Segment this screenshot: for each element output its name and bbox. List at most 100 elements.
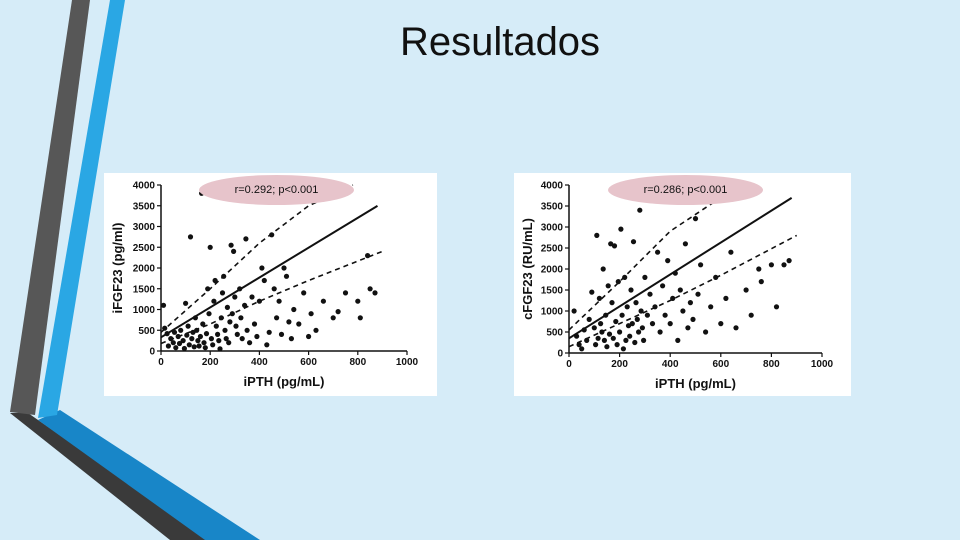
x-tick-label: 600 — [300, 357, 317, 368]
data-point — [286, 319, 292, 325]
x-tick-label: 200 — [202, 357, 219, 368]
data-point — [173, 345, 179, 351]
x-tick-label: 800 — [763, 359, 780, 370]
data-point — [652, 304, 658, 310]
data-point — [644, 312, 650, 318]
chart-panel-right: 0 200 400 600 800 1000 0 500 1000 1500 2000 2500 300… — [514, 173, 851, 396]
data-point — [355, 298, 361, 304]
data-point — [680, 308, 686, 314]
data-point — [276, 298, 282, 304]
data-point — [604, 344, 610, 350]
data-point — [291, 306, 297, 313]
data-point — [288, 336, 294, 342]
y-tick-label: 2500 — [541, 244, 564, 255]
x-tick-label: 1000 — [396, 357, 419, 368]
data-point — [718, 321, 724, 327]
data-point — [256, 298, 262, 304]
data-point — [606, 331, 613, 337]
data-point — [365, 253, 371, 259]
data-point — [649, 321, 656, 327]
gray-stripe-bottom — [10, 413, 210, 540]
data-point — [594, 232, 600, 238]
data-point — [758, 279, 764, 285]
data-point — [200, 321, 206, 327]
data-point — [672, 270, 678, 276]
data-point — [210, 342, 216, 348]
data-point — [571, 308, 577, 314]
data-point — [178, 327, 184, 333]
data-point — [301, 290, 307, 296]
x-tick-label: 800 — [349, 357, 366, 368]
data-point — [629, 321, 635, 327]
scatter-chart-cfgf23: 0 200 400 600 800 1000 0 500 1000 1500 2000 2500 300… — [520, 181, 834, 392]
correlation-annotation-right: r=0.286; p<0.001 — [608, 175, 763, 205]
data-point — [234, 331, 240, 337]
data-point — [698, 262, 704, 268]
data-point — [195, 338, 201, 344]
confidence-band-upper — [160, 184, 354, 333]
data-point — [266, 329, 272, 335]
data-point — [620, 346, 626, 352]
data-point — [216, 338, 222, 344]
y-tick-label: 2500 — [133, 243, 156, 254]
data-point — [194, 327, 200, 333]
data-point — [180, 338, 186, 344]
data-point — [667, 321, 673, 327]
data-point — [634, 316, 640, 322]
data-point — [781, 262, 787, 268]
data-point — [609, 300, 615, 306]
blue-stripe-bottom — [38, 410, 260, 540]
data-point — [619, 312, 625, 318]
data-point — [692, 216, 699, 222]
data-point — [574, 333, 580, 339]
data-point — [665, 258, 671, 264]
data-point — [357, 315, 363, 321]
data-point — [181, 345, 187, 352]
data-point — [589, 289, 595, 295]
data-point — [773, 304, 780, 310]
y-tick-label: 2000 — [133, 264, 156, 275]
data-point — [251, 321, 258, 327]
y-tick-label: 3500 — [541, 202, 564, 213]
data-point — [176, 340, 183, 347]
data-point — [201, 340, 207, 346]
x-tick-label: 600 — [712, 359, 729, 370]
data-point — [605, 283, 611, 289]
data-point — [733, 325, 739, 331]
x-tick-label: 200 — [611, 359, 628, 370]
data-point — [187, 234, 194, 240]
data-point — [618, 226, 624, 232]
data-point — [217, 346, 223, 352]
data-point — [622, 274, 628, 280]
y-axis-label: iFGF23 (pg/ml) — [110, 223, 125, 314]
data-point — [308, 311, 314, 317]
data-point — [183, 300, 189, 306]
scatter-chart-ifgf23: 0 200 400 600 800 1000 0 500 1000 1500 2000 2500 300… — [110, 181, 419, 390]
y-tick-label: 1500 — [133, 284, 156, 295]
data-point — [595, 335, 601, 341]
data-point — [636, 329, 642, 335]
data-point — [264, 342, 270, 348]
data-point — [165, 343, 171, 349]
data-point — [768, 262, 774, 268]
data-point — [685, 325, 691, 331]
data-point — [170, 340, 176, 346]
data-point — [611, 243, 618, 249]
x-tick-label: 400 — [662, 359, 679, 370]
data-point — [213, 323, 219, 329]
y-tick-label: 3000 — [133, 222, 156, 233]
correlation-annotation-left: r=0.292; p<0.001 — [199, 175, 354, 205]
y-tick-label: 500 — [546, 328, 563, 339]
data-point — [249, 294, 255, 300]
data-point — [624, 304, 630, 310]
data-point — [591, 325, 597, 331]
data-point — [164, 331, 170, 337]
data-point — [372, 290, 378, 296]
data-point — [168, 336, 174, 342]
data-point — [231, 248, 237, 254]
y-tick-label: 4000 — [541, 181, 564, 192]
confidence-band-upper — [568, 184, 747, 331]
data-point — [278, 331, 285, 337]
data-point — [600, 266, 606, 272]
